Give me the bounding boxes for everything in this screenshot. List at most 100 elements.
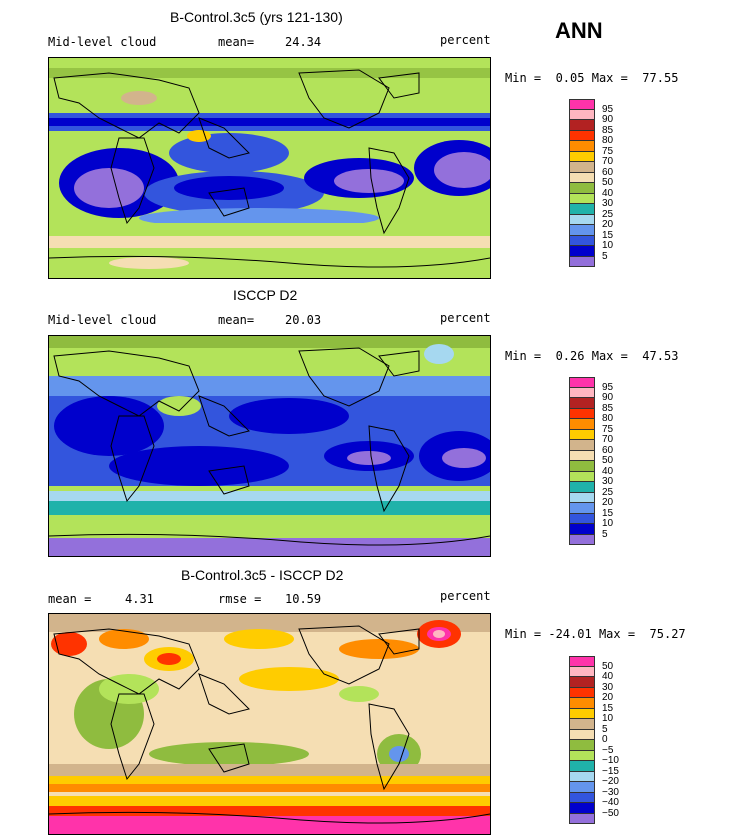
panel3-rmse-label: rmse = bbox=[218, 592, 262, 606]
colorbar-swatch bbox=[569, 225, 595, 236]
panel1-mean-label: mean= bbox=[218, 35, 255, 49]
colorbar-tick-label: 20 bbox=[602, 692, 614, 703]
panel2-variable-label: Mid-level cloud bbox=[48, 313, 157, 327]
colorbar-tick-label: −15 bbox=[602, 765, 619, 777]
panel1-max-value: 77.55 bbox=[642, 71, 679, 85]
panel1-min-label: Min = bbox=[505, 71, 542, 85]
colorbar-swatch bbox=[569, 666, 595, 677]
colorbar-tick-label: 75 bbox=[602, 145, 614, 157]
colorbar-tick-label: 20 bbox=[602, 497, 614, 508]
panel2-units: percent bbox=[440, 311, 491, 325]
colorbar-tick-label: −5 bbox=[602, 744, 614, 756]
colorbar-swatch bbox=[569, 461, 595, 472]
colorbar-tick-label: 25 bbox=[602, 208, 614, 220]
colorbar-tick-label: 70 bbox=[602, 434, 614, 445]
colorbar-swatch bbox=[569, 214, 595, 225]
panel1-minmax: Min = 0.05 Max = 77.55 bbox=[505, 71, 678, 85]
panel3-max-value: 75.27 bbox=[649, 627, 686, 641]
colorbar-swatch bbox=[569, 204, 595, 215]
colorbar-swatch bbox=[569, 429, 595, 440]
panel1-mean-value: 24.34 bbox=[285, 35, 322, 49]
colorbar-tick-label: 0 bbox=[602, 734, 608, 745]
panel2-min-label: Min = bbox=[505, 349, 542, 363]
colorbar-tick-label: 90 bbox=[602, 114, 614, 125]
colorbar-tick-label: −50 bbox=[602, 807, 619, 819]
panel1-variable-label: Mid-level cloud bbox=[48, 35, 157, 49]
colorbar-tick-label: 60 bbox=[602, 166, 614, 178]
colorbar-swatch bbox=[569, 698, 595, 709]
colorbar-tick-label: 90 bbox=[602, 392, 614, 403]
panel2-title: ISCCP D2 bbox=[233, 287, 298, 303]
colorbar-tick-label: 80 bbox=[602, 135, 614, 146]
colorbar-swatch bbox=[569, 162, 595, 173]
colorbar-swatch bbox=[569, 130, 595, 141]
colorbar-tick-label: 40 bbox=[602, 671, 614, 682]
colorbar-tick-label: 5 bbox=[602, 723, 608, 735]
colorbar-tick-label: 50 bbox=[602, 177, 614, 188]
colorbar-swatch bbox=[569, 534, 595, 545]
colorbar-swatch bbox=[569, 193, 595, 204]
colorbar-tick-label: 50 bbox=[602, 455, 614, 466]
colorbar-tick-label: 85 bbox=[602, 402, 614, 414]
panel2-max-value: 47.53 bbox=[642, 349, 679, 363]
colorbar-tick-label: 75 bbox=[602, 423, 614, 435]
colorbar-swatch bbox=[569, 524, 595, 535]
panel3-units: percent bbox=[440, 589, 491, 603]
colorbar-swatch bbox=[569, 377, 595, 388]
panel3-min-value: -24.01 bbox=[548, 627, 592, 641]
colorbar-tick-label: 15 bbox=[602, 702, 614, 714]
colorbar-swatch bbox=[569, 729, 595, 740]
colorbar-swatch bbox=[569, 408, 595, 419]
colorbar-swatch bbox=[569, 120, 595, 131]
colorbar-tick-label: 95 bbox=[602, 103, 614, 115]
panel3-title: B-Control.3c5 - ISCCP D2 bbox=[181, 567, 344, 583]
colorbar-tick-label: 10 bbox=[602, 713, 614, 724]
season-label: ANN bbox=[555, 18, 603, 43]
colorbar-tick-label: 5 bbox=[602, 528, 608, 540]
panel2-min-value: 0.26 bbox=[555, 349, 585, 363]
colorbar-swatch bbox=[569, 803, 595, 814]
colorbar-tick-label: −20 bbox=[602, 776, 619, 787]
colorbar-swatch bbox=[569, 792, 595, 803]
colorbar-swatch bbox=[569, 109, 595, 120]
colorbar-tick-label: 20 bbox=[602, 219, 614, 230]
panel1-colorbar bbox=[569, 99, 597, 267]
colorbar-tick-label: 15 bbox=[602, 229, 614, 241]
panel3-minmax: Min = -24.01 Max = 75.27 bbox=[505, 627, 686, 641]
colorbar-tick-label: 85 bbox=[602, 124, 614, 136]
colorbar-swatch bbox=[569, 482, 595, 493]
colorbar-swatch bbox=[569, 246, 595, 257]
colorbar-tick-label: 30 bbox=[602, 681, 614, 693]
colorbar-swatch bbox=[569, 398, 595, 409]
colorbar-tick-label: 5 bbox=[602, 250, 608, 262]
colorbar-swatch bbox=[569, 761, 595, 772]
panel2-max-label: Max = bbox=[591, 349, 628, 363]
panel3-rmse-value: 10.59 bbox=[285, 592, 322, 606]
panel1-max-label: Max = bbox=[591, 71, 628, 85]
panel2-map bbox=[48, 335, 491, 557]
colorbar-tick-label: 10 bbox=[602, 518, 614, 529]
panel1-min-value: 0.05 bbox=[555, 71, 585, 85]
colorbar-swatch bbox=[569, 656, 595, 667]
colorbar-swatch bbox=[569, 183, 595, 194]
panel2-minmax: Min = 0.26 Max = 47.53 bbox=[505, 349, 678, 363]
colorbar-swatch bbox=[569, 677, 595, 688]
colorbar-swatch bbox=[569, 419, 595, 430]
colorbar-tick-label: 10 bbox=[602, 240, 614, 251]
panel3-map bbox=[48, 613, 491, 835]
panel1-units: percent bbox=[440, 33, 491, 47]
colorbar-tick-label: 70 bbox=[602, 156, 614, 167]
colorbar-swatch bbox=[569, 151, 595, 162]
colorbar-swatch bbox=[569, 513, 595, 524]
panel3-max-label: Max = bbox=[598, 627, 636, 641]
colorbar-swatch bbox=[569, 440, 595, 451]
colorbar-tick-label: 50 bbox=[602, 660, 614, 672]
panel2-mean-value: 20.03 bbox=[285, 313, 322, 327]
colorbar-tick-label: −30 bbox=[602, 786, 619, 798]
colorbar-tick-label: −10 bbox=[602, 755, 619, 766]
colorbar-tick-label: 95 bbox=[602, 381, 614, 393]
colorbar-tick-label: 25 bbox=[602, 486, 614, 498]
panel2-mean-label: mean= bbox=[218, 313, 255, 327]
panel1-title: B-Control.3c5 (yrs 121-130) bbox=[170, 9, 343, 25]
colorbar-tick-label: 40 bbox=[602, 465, 614, 477]
